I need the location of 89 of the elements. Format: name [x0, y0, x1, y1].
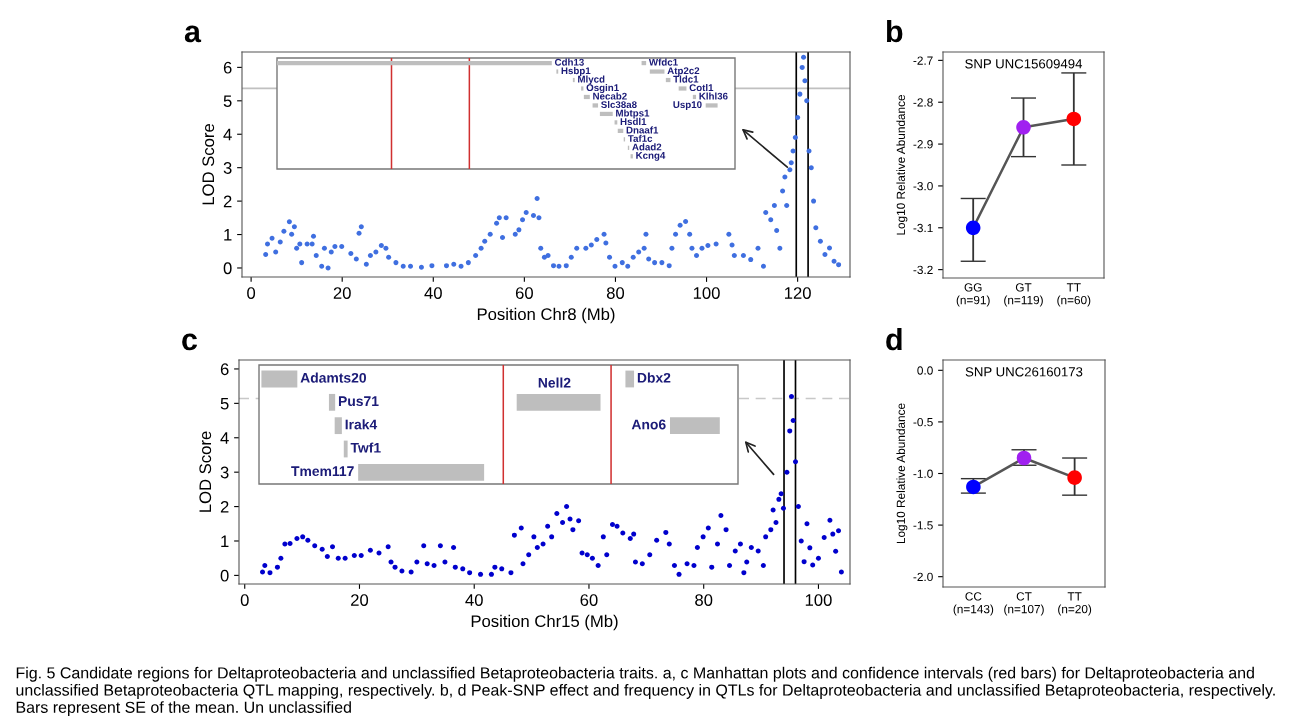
- point: [966, 479, 981, 495]
- y-tick-label: 0: [223, 262, 232, 275]
- y-tick-label: 4: [223, 128, 232, 141]
- y-tick-label: -0.5: [913, 417, 933, 427]
- y-tick-label: 6: [220, 363, 229, 376]
- y-tick-label: 4: [220, 432, 229, 444]
- x-tick-label: 60: [580, 594, 598, 606]
- annotation: Hsdl1: [620, 117, 647, 126]
- x-tick-label: 80: [695, 594, 713, 606]
- y-tick-label: 3: [223, 162, 232, 174]
- annotation: Irak4: [345, 419, 378, 430]
- y-tick-label: -2.8: [913, 98, 933, 107]
- x-axis-title: Position Chr8 (Mb): [477, 307, 615, 324]
- x-tick-label: 20: [333, 287, 351, 299]
- point: [1066, 111, 1082, 127]
- chart-title: c: [182, 333, 198, 351]
- annotation: Necab2: [593, 92, 627, 100]
- x-tick-label: 0: [247, 287, 256, 299]
- x-tick-label: TT (n=20): [1058, 592, 1092, 616]
- x-tick-label: 60: [515, 287, 533, 299]
- annotation: Cotl1: [689, 83, 714, 92]
- annotation: Kcng4: [636, 152, 666, 161]
- annotation: Klhl36: [699, 92, 728, 100]
- x-tick-label: 100: [805, 594, 832, 606]
- y-tick-label: 2: [223, 195, 232, 208]
- x-tick-label: 80: [606, 287, 625, 299]
- y-axis-title: LOD Score: [199, 431, 212, 512]
- chart-subtitle: SNP UNC26160173: [965, 367, 1083, 377]
- annotation: Hsbp1: [561, 67, 591, 77]
- y-axis-title: LOD Score: [202, 124, 215, 205]
- x-tick-label: 40: [424, 287, 442, 299]
- caption: Fig. 5 Candidate regions for Deltaproteobacteria and unclassified Betaproteobacteria traits. a, c Manhattan plots and confidence intervals (red bars) for Deltaproteobacteria and unclassified Betaproteobacteria QTL mapping, respectively. b, d Peak-SNP effect and frequency in QTLs for Deltaproteobacteria and unclassified Betaproteobacteria, respectively. Bars represent SE of the mean. Un unclassified: [16, 666, 1275, 717]
- point: [1016, 120, 1031, 135]
- y-axis-title: Log10 Relative Abundance: [896, 403, 908, 544]
- x-tick-label: 120: [784, 287, 811, 299]
- annotation: Dnaaf1: [626, 126, 659, 134]
- annotation: Atp2c2: [667, 67, 700, 77]
- annotation: Slc38a8: [601, 100, 637, 109]
- chart-title: a: [184, 25, 202, 43]
- annotation: Mbtps1: [616, 109, 650, 119]
- y-tick-label: -2.7: [913, 56, 933, 65]
- point: [1067, 470, 1082, 485]
- x-tick-label: 40: [465, 594, 483, 606]
- x-axis-title: Position Chr15 (Mb): [471, 614, 618, 631]
- annotation: Adamts20: [300, 372, 367, 383]
- point: [965, 220, 981, 236]
- annotation: Nell2: [538, 377, 571, 388]
- annotation: Tmem117: [291, 466, 354, 477]
- x-tick-label: TT (n=60): [1057, 283, 1091, 307]
- y-tick-label: 0: [220, 569, 229, 582]
- x-tick-label: 20: [351, 594, 369, 606]
- y-tick-label: -3.1: [913, 223, 933, 233]
- chart-subtitle: SNP UNC15609494: [965, 59, 1083, 69]
- x-tick-label: CT (n=107): [1004, 592, 1044, 616]
- annotation: Tldc1: [673, 75, 699, 83]
- y-tick-label: 1: [221, 535, 229, 548]
- annotation: Mlycd: [578, 75, 605, 85]
- y-tick-label: -2.9: [913, 140, 933, 149]
- annotation: Twf1: [350, 442, 381, 453]
- y-tick-label: -1.5: [913, 521, 933, 530]
- annotation: Cdh13: [554, 58, 584, 66]
- y-tick-label: -3.0: [913, 181, 933, 191]
- annotation: Dbx2: [637, 372, 671, 383]
- annotation: Ano6: [631, 419, 666, 430]
- x-tick-label: CC (n=143): [953, 592, 994, 616]
- chart-title: b: [886, 19, 903, 43]
- x-tick-label: GT (n=119): [1004, 283, 1043, 307]
- annotation: Usp10: [673, 101, 702, 110]
- y-tick-label: 2: [220, 500, 229, 513]
- y-tick-label: 5: [220, 397, 229, 410]
- y-tick-label: 5: [223, 95, 232, 108]
- x-tick-label: 100: [693, 287, 720, 299]
- chart-title: d: [886, 327, 902, 351]
- y-tick-label: 3: [220, 466, 229, 479]
- y-tick-label: -3.2: [913, 265, 933, 275]
- y-tick-label: 0.0: [917, 366, 933, 375]
- y-tick-label: -2.0: [913, 572, 933, 582]
- annotation: Wfdc1: [648, 58, 678, 66]
- x-tick-label: 0: [240, 594, 249, 606]
- x-tick-label: GG (n=91): [956, 283, 990, 307]
- y-axis-title: Log10 Relative Abundance: [896, 94, 908, 235]
- point: [1016, 450, 1032, 466]
- annotation: Osgin1: [586, 83, 619, 94]
- y-tick-label: 6: [223, 61, 232, 74]
- annotation: Taf1c: [627, 134, 653, 142]
- annotation: Pus71: [338, 396, 379, 407]
- y-tick-label: -1.0: [913, 469, 933, 478]
- annotation: Adad2: [632, 143, 662, 151]
- y-tick-label: 1: [224, 229, 232, 241]
